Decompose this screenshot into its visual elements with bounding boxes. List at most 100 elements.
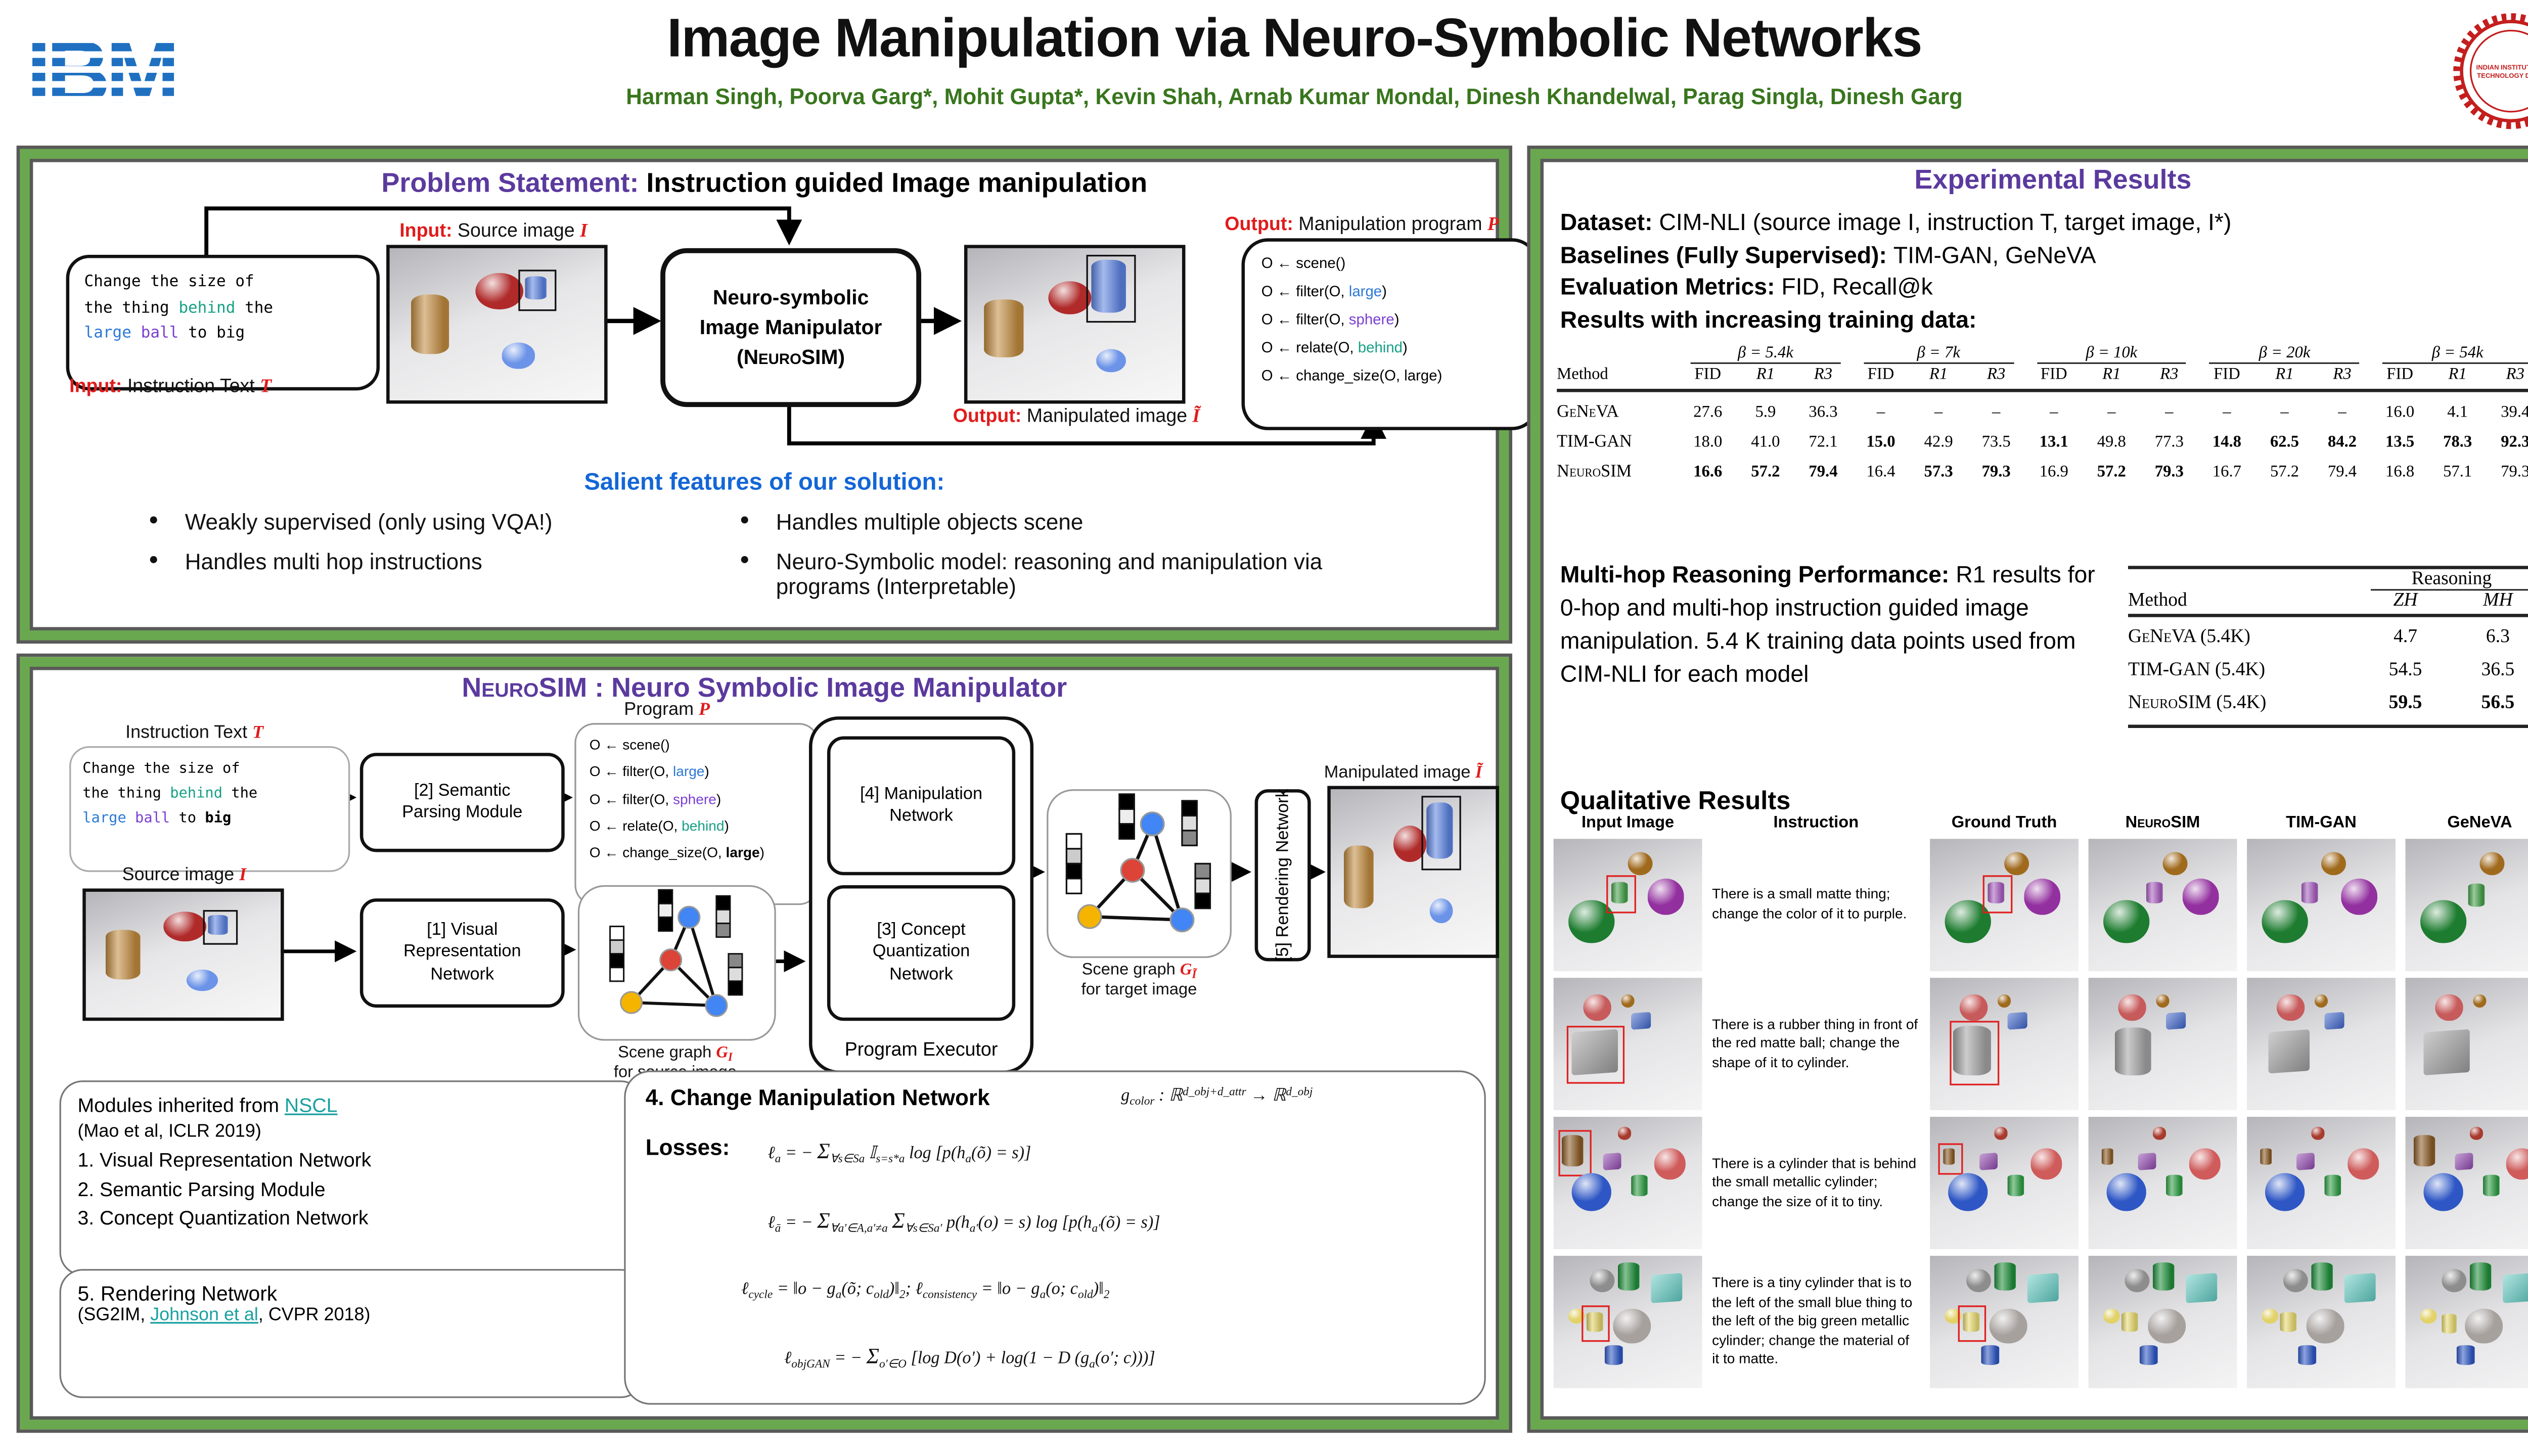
table-cell: β = 54k [2371,344,2528,364]
scene-object-cylinder [2467,884,2485,906]
program-line: O ← relate(O, behind) [1261,335,1519,363]
text-segment: T [260,377,272,397]
bullet-item: Weakly supervised (only using VQA!) [149,510,694,534]
table-cell: 13.5 [2385,433,2415,452]
table-cell: β = 20k [2198,344,2371,364]
text-segment: O ← filter(O, [1261,311,1349,328]
program-line: O ← scene() [1261,250,1519,278]
scene-object-sphere [2340,878,2378,915]
scene-object-cylinder [411,294,450,355]
annotation-box [1983,876,2012,914]
table-cell: 16.4 [1866,463,1895,482]
qual-column-header: Input Image [1581,814,1675,833]
scene-object-cube [1631,1011,1650,1030]
text-segment: behind [170,786,222,803]
scene-object-cube [2137,1153,2155,1170]
table-cell: 79.4 [2327,463,2357,482]
scene-object-cylinder [984,300,1023,358]
text-segment: Input: [69,377,122,397]
table-cell: 15.0 [1866,433,1895,452]
scene-object-cylinder [2115,1028,2151,1076]
scene-object-sphere [501,342,536,369]
multihop-text: Multi-hop Reasoning Performance: R1 resu… [1560,562,2095,689]
scene-object-cylinder [1604,1345,1623,1366]
text-segment: (õ; c [841,1281,874,1299]
table-cell [1557,344,1679,364]
table-cell: 92.3 [2501,433,2528,452]
neurosim-model-box: Neuro-symbolic Image Manipulator (NeuroSIM… [660,248,922,407]
text-line: 2. Semantic Parsing Module [77,1177,326,1201]
qualitative-heading: Qualitative Results [1560,787,1791,816]
scene-object-sphere [187,970,218,991]
table-cell [2128,569,2359,591]
table-cell: 36.5 [2481,660,2515,680]
scene-object-sphere [2148,1308,2185,1343]
text-segment: g [1121,1087,1130,1106]
text-segment: a′ [1092,1221,1101,1236]
scene-object-cube [2026,1273,2058,1303]
text-segment: Source image [122,865,240,885]
rendering-network-box: [5] Rendering Network [1254,789,1311,962]
info-line: Evaluation Metrics: FID, Recall@k [1560,275,1933,302]
text-segment: ∀s∈Sa′ [905,1221,942,1236]
text-segment: (õ) = s)] [1100,1214,1160,1233]
text-segment: O ← filter(O, [589,790,673,807]
neurosim-panel: NeuroSIM : Neuro Symbolic Image Manipula… [16,653,1513,1433]
scene-object-sphere [2311,1127,2324,1140]
table-cell: 78.3 [2443,433,2472,452]
scene-object-cylinder [1617,1262,1640,1291]
annotation-box [1938,1143,1963,1174]
text-segment: Output: [953,407,1022,427]
text-segment: ℓ [768,1145,775,1163]
table-cell: R1 [1929,366,1948,384]
instr-label: Instruction Text T [125,723,263,743]
object-frame [202,909,238,944]
scene-object-sphere [1945,899,1991,944]
text-line: Network [430,964,494,984]
scene-object-sphere [2162,852,2188,876]
text-segment: to [170,810,205,828]
scene-object-sphere [2348,1148,2379,1179]
scene-object-cube [2296,1153,2314,1170]
scene-object-cube [1571,1029,1617,1076]
scene-object-cylinder [2414,1135,2435,1166]
scene-object-cylinder [208,914,229,935]
code-line: large ball to big [82,807,337,832]
qual-instruction: There is a tiny cylinder that is to the … [1712,1274,1913,1368]
table-cell: TIM-GAN [1557,433,1632,452]
table-cell: R3 [1987,366,2006,384]
table-cell: R1 [2102,366,2121,384]
text-segment: ℓ [768,1214,775,1233]
table-cell: 49.8 [2097,433,2126,452]
table-cell: 57.2 [2270,463,2299,482]
text-segment: Instruction Text [122,377,260,397]
johnson-link[interactable]: Johnson et al [150,1305,258,1326]
text-segment: large [673,763,705,780]
table-cell: 4.7 [2394,627,2418,647]
text-segment: a [835,1288,842,1301]
instr-box: Change the size of the thing behind the la… [69,746,350,872]
nscl-link[interactable]: NSCL [284,1094,338,1117]
scene-object-cylinder [1988,881,2005,904]
text-segment: color [1130,1095,1155,1108]
gcolor-equation: gcolor : ℝd_obj+d_attr → ℝd_obj [1121,1085,1313,1108]
text-segment: a [965,1152,972,1166]
scene-graph [609,889,743,1017]
scene-object-sphere [1965,1269,1991,1293]
text-segment: ; ℓ [905,1281,923,1299]
scene-object-sphere [1393,826,1427,862]
text-segment [126,810,135,827]
scene-object-sphere [1617,1127,1631,1140]
text-line: Parsing Module [402,802,523,823]
scene-object-cylinder [1980,1345,2000,1366]
text-segment: Σ [817,1138,830,1163]
text-segment: Ĩ [1475,764,1482,783]
scene-object-sphere [2265,1172,2305,1211]
scene-object-sphere [1568,899,1615,944]
salient-features-title: Salient features of our solution: [584,470,945,496]
qual-column-header: NeuroSIM [2125,814,2200,833]
text-segment: ) [716,790,721,807]
scene-graph-target [1047,789,1232,958]
table-cell: 16.7 [2212,463,2242,482]
text-segment: ball [135,810,170,828]
